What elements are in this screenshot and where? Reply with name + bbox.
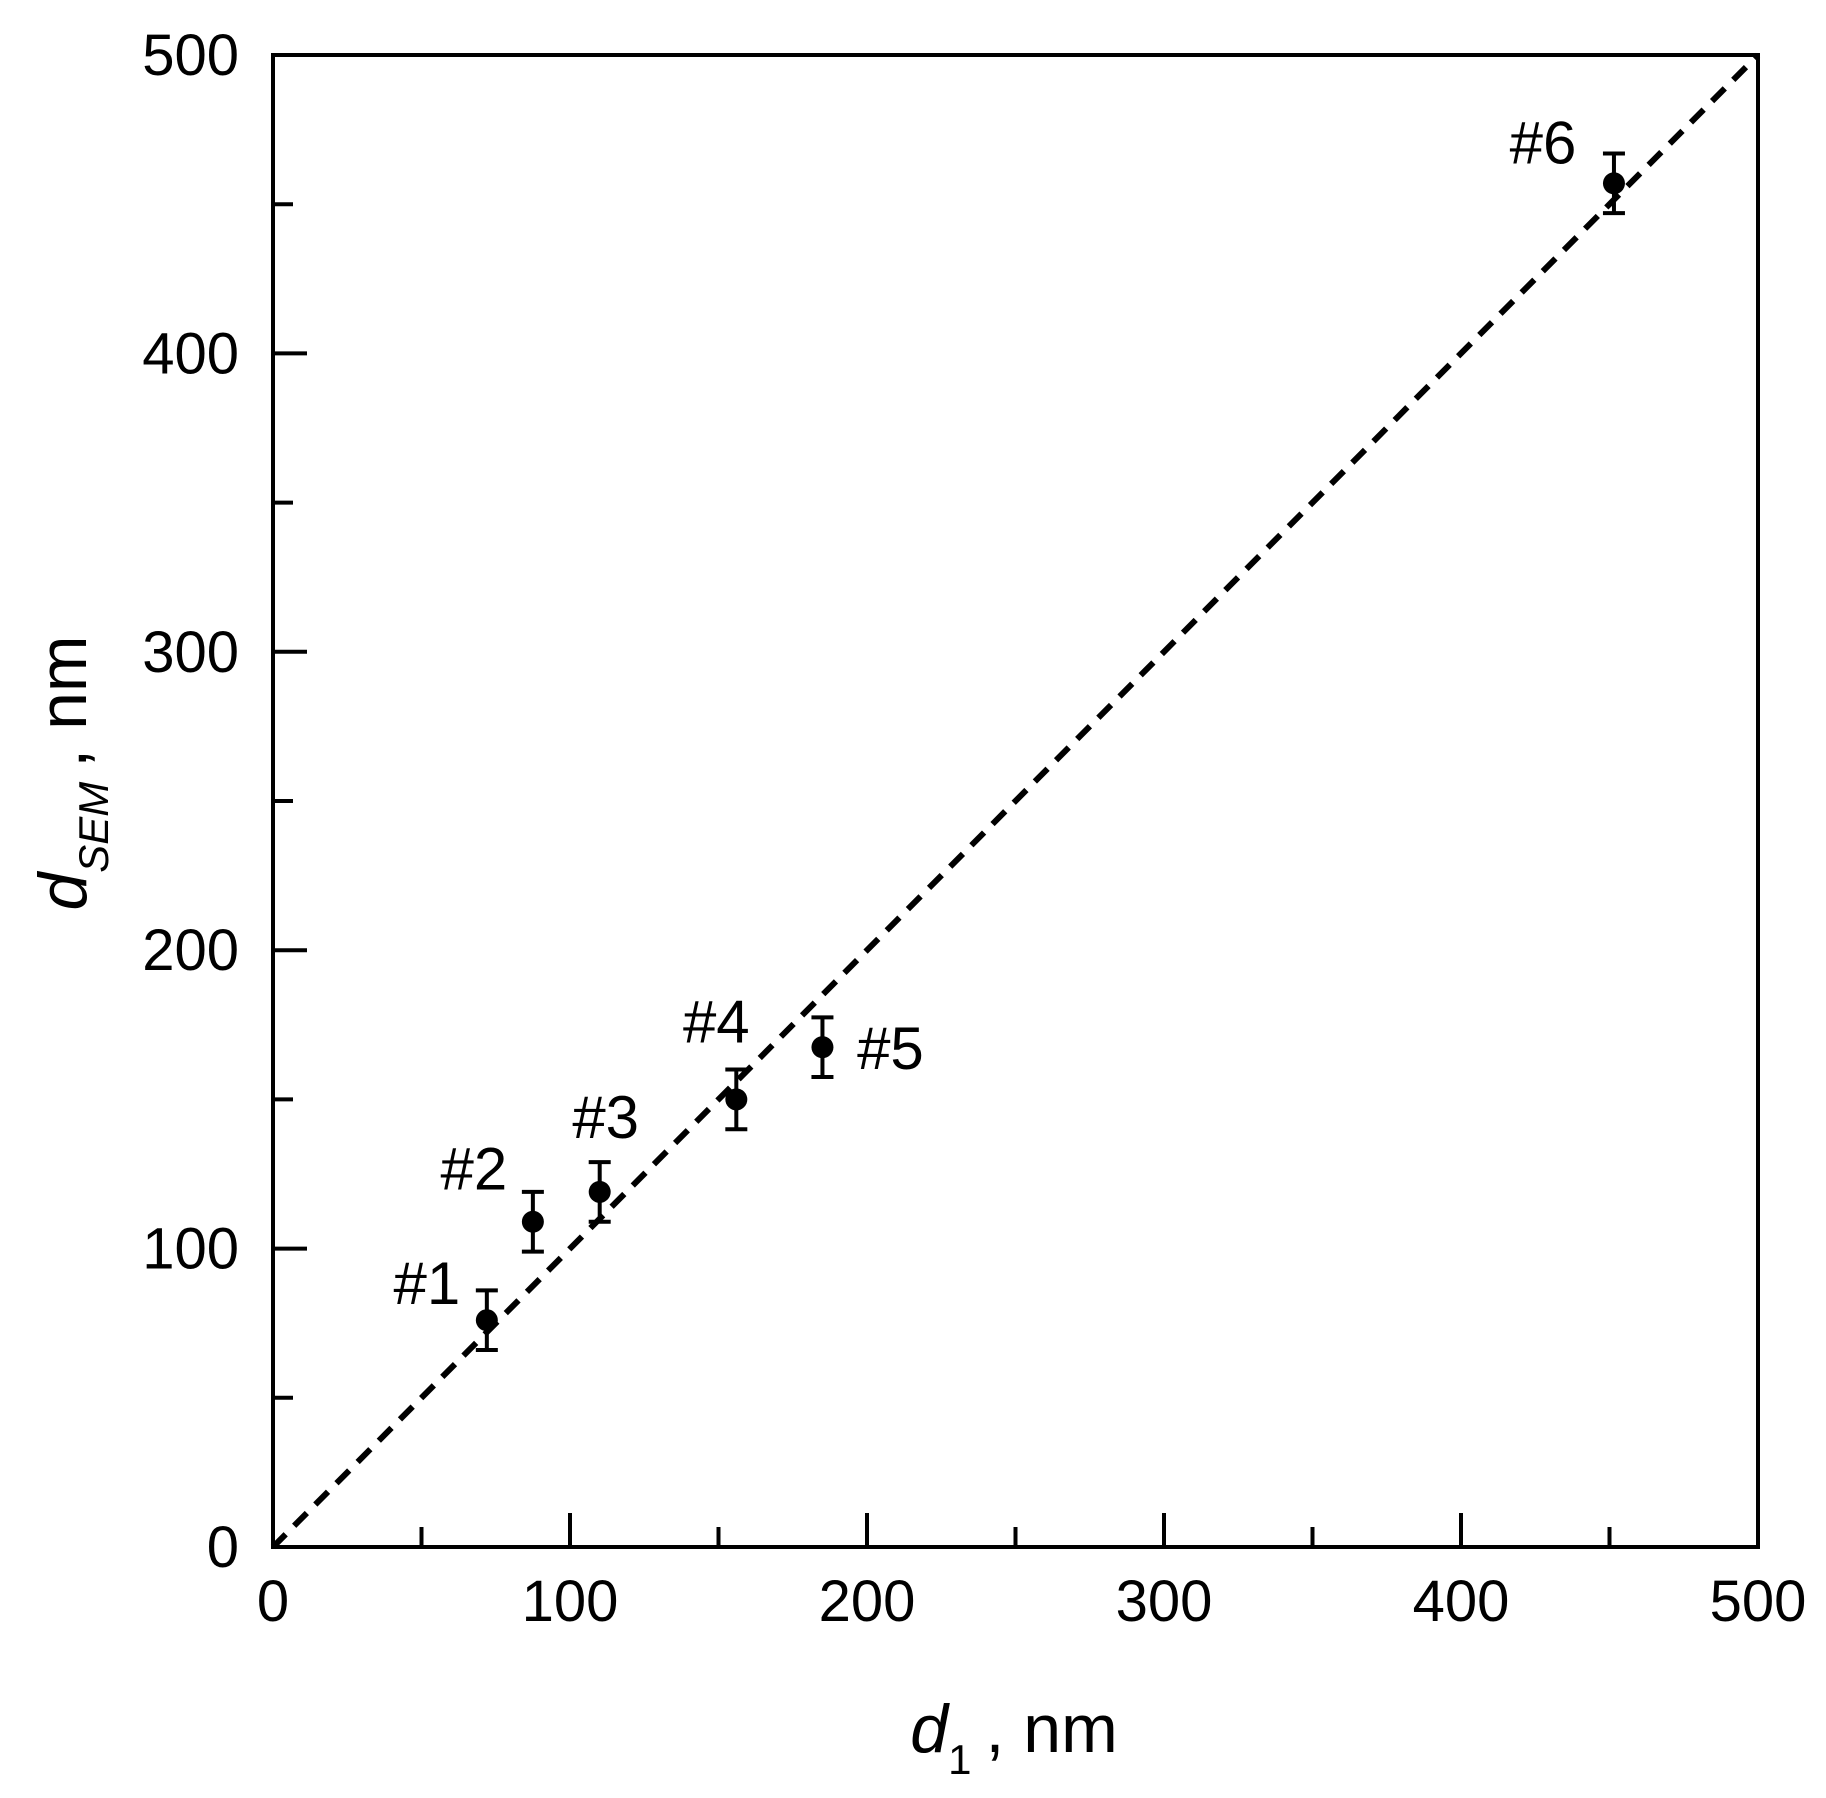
y-label-symbol: d	[25, 871, 101, 911]
point-label: #2	[441, 1136, 508, 1203]
x-label-unit: , nm	[985, 1691, 1117, 1767]
y-label-subscript: SEM	[70, 782, 117, 873]
point-label: #1	[393, 1250, 460, 1317]
point-label: #3	[572, 1084, 639, 1151]
point-label: #4	[683, 988, 750, 1055]
plot-frame	[271, 53, 1760, 1549]
y-tick-label: 0	[207, 1515, 239, 1580]
x-label-symbol: d	[910, 1691, 950, 1767]
x-tick-label: 100	[522, 1569, 619, 1634]
y-label-unit: , nm	[25, 635, 101, 767]
point	[475, 1309, 498, 1332]
y-tick-label: 500	[142, 23, 239, 88]
point	[1602, 172, 1625, 195]
x-tick-label: 400	[1413, 1569, 1510, 1634]
point-label: #6	[1510, 109, 1577, 176]
point	[588, 1180, 611, 1203]
y-tick-label: 400	[142, 321, 239, 386]
y-tick-label: 200	[142, 918, 239, 983]
y-axis-label: dSEM , nm	[25, 635, 117, 910]
y-tick-label: 300	[142, 620, 239, 685]
reference-line	[270, 52, 1761, 1550]
y-tick-label: 100	[142, 1217, 239, 1282]
x-tick-label: 300	[1116, 1569, 1213, 1634]
point-label: #5	[857, 1015, 924, 1082]
point	[811, 1036, 834, 1059]
x-tick-label: 200	[819, 1569, 916, 1634]
point	[521, 1210, 544, 1233]
x-tick-label: 500	[1710, 1569, 1807, 1634]
x-label-subscript: 1	[948, 1736, 971, 1783]
x-axis-label: d1 , nm	[910, 1691, 1117, 1783]
x-tick-label: 0	[257, 1569, 289, 1634]
point	[725, 1088, 748, 1111]
